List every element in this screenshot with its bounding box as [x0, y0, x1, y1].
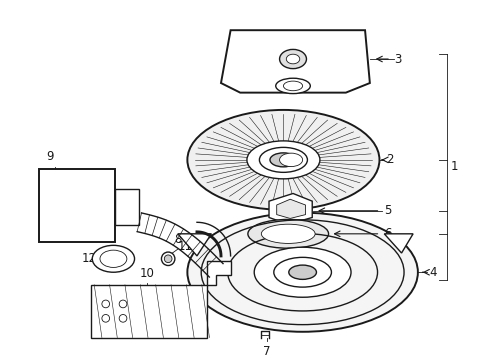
Bar — [115, 189, 139, 225]
Text: 9: 9 — [46, 150, 54, 163]
Ellipse shape — [187, 110, 379, 210]
Text: 6: 6 — [384, 227, 392, 240]
Circle shape — [164, 255, 172, 263]
Ellipse shape — [274, 257, 331, 287]
Text: 11: 11 — [178, 240, 193, 253]
Text: 10: 10 — [140, 267, 154, 280]
Ellipse shape — [92, 246, 135, 272]
Circle shape — [102, 300, 110, 308]
Ellipse shape — [254, 247, 351, 297]
Text: 3: 3 — [394, 53, 401, 66]
Ellipse shape — [270, 153, 297, 167]
Polygon shape — [221, 30, 370, 93]
Ellipse shape — [100, 250, 127, 267]
Text: 8: 8 — [174, 233, 181, 246]
Text: 5: 5 — [384, 204, 392, 217]
Ellipse shape — [187, 213, 418, 332]
Ellipse shape — [248, 219, 329, 248]
Text: 1: 1 — [450, 160, 458, 173]
Circle shape — [102, 315, 110, 322]
Text: 7: 7 — [263, 345, 271, 358]
Ellipse shape — [289, 265, 317, 279]
Circle shape — [119, 315, 127, 322]
Ellipse shape — [280, 49, 306, 69]
Text: 12: 12 — [82, 252, 97, 265]
Polygon shape — [178, 234, 211, 256]
Polygon shape — [277, 199, 305, 219]
Polygon shape — [207, 261, 231, 285]
Circle shape — [119, 300, 127, 308]
Ellipse shape — [247, 141, 320, 179]
Ellipse shape — [283, 81, 303, 91]
Ellipse shape — [280, 153, 303, 167]
Ellipse shape — [286, 54, 300, 64]
Polygon shape — [384, 234, 413, 253]
Circle shape — [161, 252, 175, 266]
Bar — [91, 285, 207, 338]
Ellipse shape — [276, 78, 310, 94]
Bar — [39, 170, 115, 242]
Polygon shape — [269, 193, 312, 224]
Text: 4: 4 — [429, 266, 437, 279]
Ellipse shape — [259, 147, 307, 172]
Ellipse shape — [261, 224, 315, 243]
Text: 2: 2 — [386, 153, 393, 166]
